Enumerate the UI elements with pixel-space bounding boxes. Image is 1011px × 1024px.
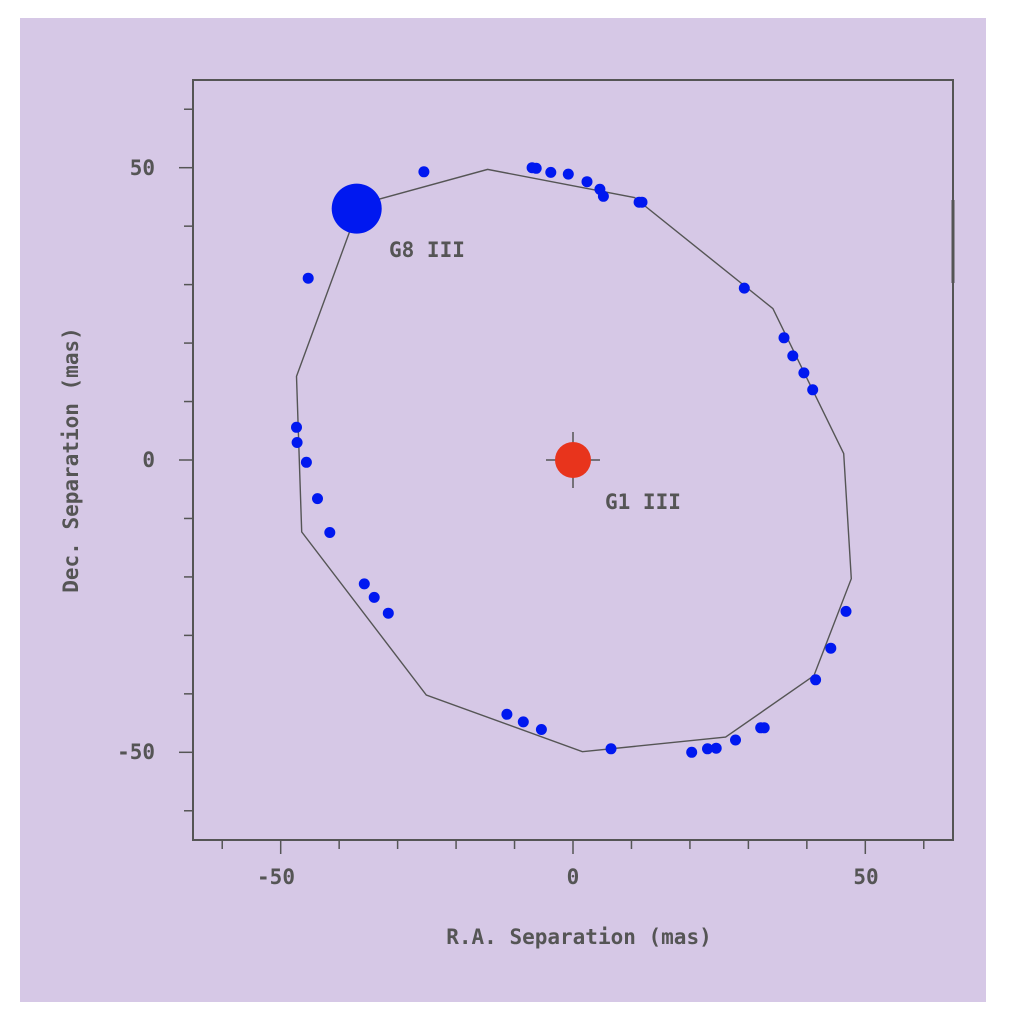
- x-tick-label: -50: [257, 865, 295, 889]
- secondary-star-label: G8 III: [389, 238, 465, 262]
- observation-point: [798, 367, 810, 379]
- observation-point: [358, 578, 370, 590]
- observation-point: [530, 162, 542, 174]
- observation-point: [517, 716, 529, 728]
- x-tick-label: 0: [567, 865, 580, 889]
- observation-point: [300, 456, 312, 468]
- observation-point: [825, 642, 837, 654]
- observation-point: [702, 743, 713, 755]
- observation-point: [710, 742, 722, 754]
- orbit-path: [295, 168, 853, 753]
- orbit-layer: [295, 168, 853, 753]
- observation-point: [545, 166, 557, 178]
- observation-point: [324, 527, 336, 538]
- observation-point: [636, 196, 648, 208]
- chart-background: [20, 18, 986, 1002]
- observation-point: [535, 724, 547, 735]
- observation-points: [291, 162, 852, 758]
- observation-point: [418, 166, 430, 178]
- observation-point: [291, 421, 302, 433]
- observation-point: [730, 734, 741, 746]
- y-tick-label: 50: [130, 156, 155, 180]
- secondary-star: [331, 183, 382, 234]
- y-axis-title: Dec. Separation (mas): [59, 327, 83, 593]
- observation-point: [807, 384, 819, 396]
- x-tick-label: 50: [853, 865, 878, 889]
- primary-star-label: G1 III: [605, 490, 681, 514]
- y-tick-labels: 50 0 -50: [117, 156, 155, 764]
- observation-point: [686, 746, 698, 758]
- x-axis-title: R.A. Separation (mas): [446, 925, 712, 949]
- observation-point: [368, 591, 380, 603]
- observation-point: [787, 350, 799, 362]
- observation-point: [738, 282, 750, 294]
- observation-point: [562, 168, 574, 180]
- observation-point: [501, 708, 513, 720]
- observation-point: [810, 674, 822, 686]
- x-tick-labels: -50 0 50: [257, 865, 879, 889]
- y-tick-label: -50: [117, 740, 155, 764]
- observation-point: [758, 722, 770, 734]
- observation-point: [291, 437, 303, 448]
- observation-point: [840, 605, 852, 617]
- observation-point: [597, 190, 609, 202]
- observation-point: [312, 493, 323, 505]
- axis-ticks: [179, 108, 925, 854]
- observation-point: [382, 607, 394, 619]
- observation-point: [605, 743, 617, 755]
- observation-point: [778, 332, 790, 344]
- secondary-star-disk: [331, 183, 382, 234]
- y-tick-label: 0: [142, 448, 155, 472]
- observation-point: [302, 272, 314, 284]
- primary-star-disk: [555, 442, 591, 478]
- primary-star: [546, 432, 600, 488]
- observation-point: [581, 176, 593, 188]
